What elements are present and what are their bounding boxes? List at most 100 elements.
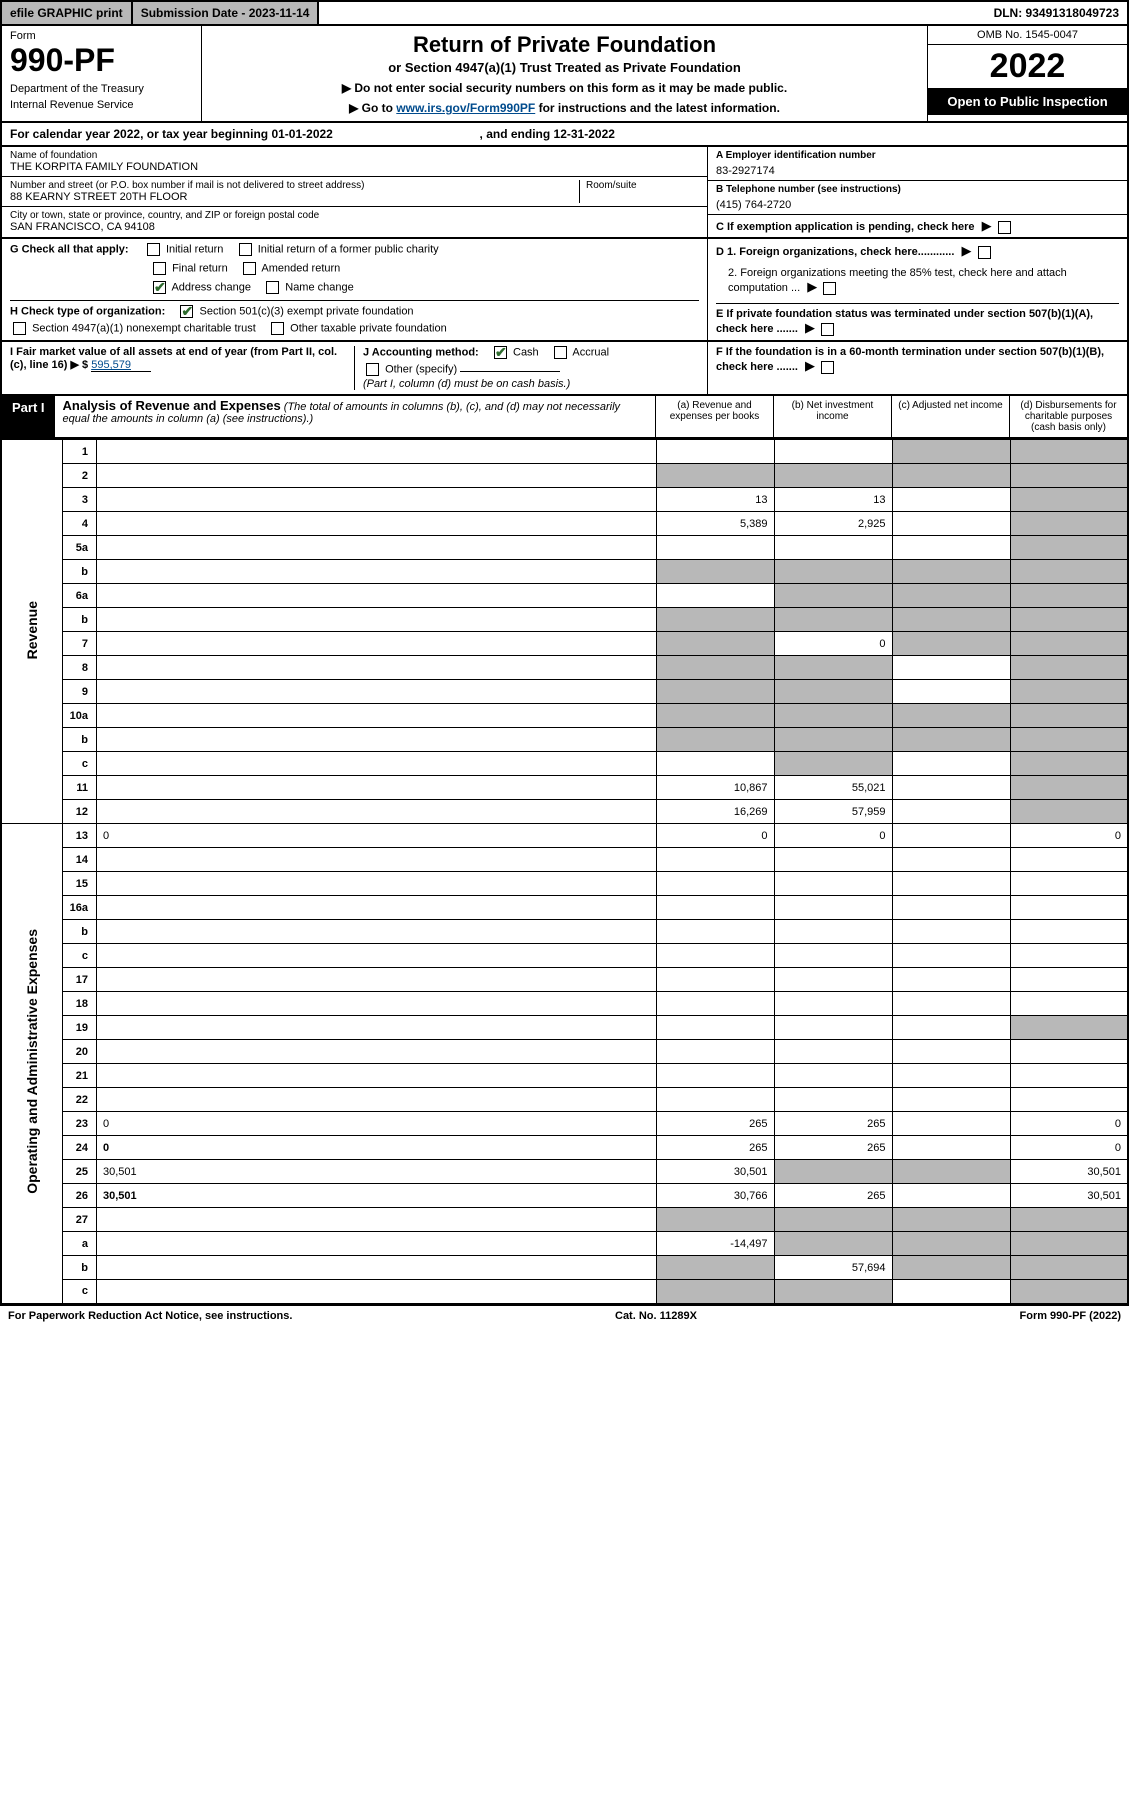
cal-pre: For calendar year 2022, or tax year begi…	[10, 127, 271, 141]
501c3-checkbox[interactable]	[180, 305, 193, 318]
col-c-value	[892, 1040, 1010, 1064]
h2-text: Section 4947(a)(1) nonexempt charitable …	[32, 322, 256, 334]
expenses-section-label: Operating and Administrative Expenses	[1, 824, 63, 1304]
60month-checkbox[interactable]	[821, 361, 834, 374]
phone-value: (415) 764-2720	[716, 199, 1119, 211]
name-change-checkbox[interactable]	[266, 281, 279, 294]
table-row: 14	[1, 848, 1128, 872]
j-accrual: Accrual	[572, 346, 609, 358]
form990pf-link[interactable]: www.irs.gov/Form990PF	[396, 101, 535, 115]
col-c-value	[892, 632, 1010, 656]
col-a-value	[656, 656, 774, 680]
city-state-zip: SAN FRANCISCO, CA 94108	[10, 221, 699, 233]
part1-label: Part I	[2, 396, 55, 437]
4947a1-checkbox[interactable]	[13, 322, 26, 335]
cash-checkbox[interactable]	[494, 346, 507, 359]
col-b-value	[774, 872, 892, 896]
col-d-value	[1010, 464, 1128, 488]
col-b-value	[774, 1160, 892, 1184]
col-d-value: 30,501	[1010, 1160, 1128, 1184]
table-row: a-14,497	[1, 1232, 1128, 1256]
col-a-value: 0	[656, 824, 774, 848]
col-a-value	[656, 584, 774, 608]
col-a-value: 5,389	[656, 512, 774, 536]
accrual-checkbox[interactable]	[554, 346, 567, 359]
line-description	[97, 608, 657, 632]
col-a-value: 13	[656, 488, 774, 512]
foreign-org-checkbox[interactable]	[978, 246, 991, 259]
col-d-header: (d) Disbursements for charitable purpose…	[1009, 396, 1127, 437]
col-a-value	[656, 920, 774, 944]
line-description	[97, 512, 657, 536]
col-b-value	[774, 584, 892, 608]
line-number: 24	[63, 1136, 97, 1160]
line-description	[97, 1064, 657, 1088]
table-row: 22	[1, 1088, 1128, 1112]
fmv-value[interactable]: 595,579	[91, 359, 151, 372]
col-a-value	[656, 1256, 774, 1280]
other-taxable-checkbox[interactable]	[271, 322, 284, 335]
form-subtitle: or Section 4947(a)(1) Trust Treated as P…	[214, 60, 915, 75]
col-a-value	[656, 992, 774, 1016]
g-label: G Check all that apply:	[10, 243, 129, 255]
initial-return-checkbox[interactable]	[147, 243, 160, 256]
line-description	[97, 584, 657, 608]
form-number: 990-PF	[10, 42, 193, 79]
info-block: Name of foundation THE KORPITA FAMILY FO…	[0, 147, 1129, 239]
col-a-value	[656, 608, 774, 632]
amended-return-checkbox[interactable]	[243, 262, 256, 275]
table-row: 21	[1, 1064, 1128, 1088]
table-row: 6a	[1, 584, 1128, 608]
exemption-checkbox[interactable]	[998, 221, 1011, 234]
col-a-value: 265	[656, 1112, 774, 1136]
col-a-value	[656, 704, 774, 728]
col-d-value	[1010, 488, 1128, 512]
col-c-value	[892, 896, 1010, 920]
col-b-value	[774, 1232, 892, 1256]
address-change-checkbox[interactable]	[153, 281, 166, 294]
line-number: 1	[63, 440, 97, 464]
col-a-value	[656, 632, 774, 656]
col-c-value	[892, 968, 1010, 992]
i-j-section: I Fair market value of all assets at end…	[2, 342, 707, 394]
col-a-value	[656, 464, 774, 488]
col-b-value: 55,021	[774, 776, 892, 800]
col-a-value: 265	[656, 1136, 774, 1160]
dln-number: DLN: 93491318049723	[986, 2, 1127, 24]
line-description	[97, 920, 657, 944]
table-row: c	[1, 944, 1128, 968]
other-method-checkbox[interactable]	[366, 363, 379, 376]
col-d-value	[1010, 1064, 1128, 1088]
line-number: 6a	[63, 584, 97, 608]
table-row: 2530,50130,50130,501	[1, 1160, 1128, 1184]
col-c-value	[892, 1160, 1010, 1184]
col-b-value	[774, 944, 892, 968]
col-d-value	[1010, 848, 1128, 872]
col-c-value	[892, 1280, 1010, 1304]
line-number: c	[63, 1280, 97, 1304]
j-label: J Accounting method:	[363, 346, 479, 358]
phone-cell: B Telephone number (see instructions) (4…	[708, 181, 1127, 215]
col-c-value	[892, 464, 1010, 488]
final-return-checkbox[interactable]	[153, 262, 166, 275]
initial-public-charity-checkbox[interactable]	[239, 243, 252, 256]
table-row: 10a	[1, 704, 1128, 728]
col-d-value	[1010, 920, 1128, 944]
line-number: 5a	[63, 536, 97, 560]
col-b-value	[774, 464, 892, 488]
line-description	[97, 1016, 657, 1040]
f-section: F If the foundation is in a 60-month ter…	[707, 342, 1127, 394]
line-number: b	[63, 920, 97, 944]
col-b-value	[774, 560, 892, 584]
col-c-value	[892, 824, 1010, 848]
line-description: 0	[97, 1136, 657, 1160]
terminated-checkbox[interactable]	[821, 323, 834, 336]
col-a-value	[656, 896, 774, 920]
exemption-pending-cell: C If exemption application is pending, c…	[708, 215, 1127, 237]
revenue-section-label: Revenue	[1, 440, 63, 824]
g-opt-5: Name change	[285, 281, 354, 293]
efile-print-button[interactable]: efile GRAPHIC print	[2, 2, 133, 24]
col-b-value: 13	[774, 488, 892, 512]
85pct-test-checkbox[interactable]	[823, 282, 836, 295]
form-title: Return of Private Foundation	[214, 32, 915, 58]
